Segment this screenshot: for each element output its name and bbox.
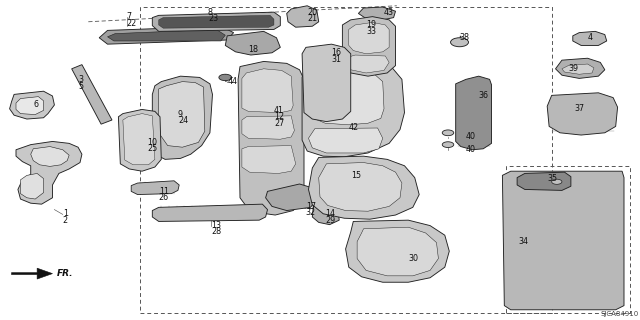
Polygon shape xyxy=(308,156,419,219)
Polygon shape xyxy=(152,204,268,221)
Polygon shape xyxy=(242,69,293,113)
Polygon shape xyxy=(346,220,449,282)
Polygon shape xyxy=(547,93,618,135)
Text: 10: 10 xyxy=(147,138,157,147)
Text: 43: 43 xyxy=(384,8,394,17)
Polygon shape xyxy=(573,31,607,45)
Text: 12: 12 xyxy=(274,112,284,121)
Text: 13: 13 xyxy=(211,221,221,230)
Polygon shape xyxy=(287,6,319,27)
Text: 16: 16 xyxy=(332,48,342,57)
Polygon shape xyxy=(302,58,404,157)
Text: 28: 28 xyxy=(211,228,221,236)
Text: 5: 5 xyxy=(78,82,83,91)
Polygon shape xyxy=(123,114,155,165)
Text: 6: 6 xyxy=(33,100,38,109)
Polygon shape xyxy=(238,61,304,215)
Polygon shape xyxy=(16,141,82,204)
Text: 41: 41 xyxy=(274,106,284,115)
Polygon shape xyxy=(517,172,571,190)
Polygon shape xyxy=(502,171,624,310)
Text: 21: 21 xyxy=(307,14,317,23)
Polygon shape xyxy=(12,268,52,279)
Text: 33: 33 xyxy=(366,27,376,36)
Polygon shape xyxy=(456,76,492,150)
Text: 38: 38 xyxy=(460,33,470,42)
Polygon shape xyxy=(319,163,402,211)
Text: 42: 42 xyxy=(349,123,359,132)
Text: 26: 26 xyxy=(159,193,169,202)
Text: 35: 35 xyxy=(547,174,557,183)
Polygon shape xyxy=(118,109,161,171)
Polygon shape xyxy=(349,22,389,54)
Text: 19: 19 xyxy=(366,20,376,29)
Polygon shape xyxy=(357,227,438,276)
Polygon shape xyxy=(31,147,69,166)
Polygon shape xyxy=(152,76,212,159)
Polygon shape xyxy=(131,181,179,195)
Polygon shape xyxy=(347,55,389,73)
Text: 40: 40 xyxy=(466,132,476,141)
Text: 36: 36 xyxy=(479,91,489,100)
Text: 11: 11 xyxy=(159,187,169,196)
Polygon shape xyxy=(342,17,396,76)
Text: 20: 20 xyxy=(307,8,317,17)
Circle shape xyxy=(219,74,232,81)
Polygon shape xyxy=(562,64,594,74)
Polygon shape xyxy=(556,58,605,78)
Text: 8: 8 xyxy=(208,8,213,17)
Polygon shape xyxy=(159,82,205,147)
Text: 22: 22 xyxy=(127,20,137,28)
Text: 23: 23 xyxy=(208,14,218,23)
Text: 18: 18 xyxy=(248,45,259,54)
Circle shape xyxy=(442,130,454,136)
Text: 31: 31 xyxy=(332,55,342,64)
Polygon shape xyxy=(72,65,112,124)
Polygon shape xyxy=(308,128,383,153)
Polygon shape xyxy=(302,44,351,122)
Text: 24: 24 xyxy=(178,116,188,125)
Text: 44: 44 xyxy=(228,77,238,86)
Circle shape xyxy=(552,179,562,184)
Text: 27: 27 xyxy=(274,119,284,128)
Text: 3: 3 xyxy=(78,76,83,84)
Text: 9: 9 xyxy=(178,110,183,119)
Text: 39: 39 xyxy=(568,64,579,73)
Text: 32: 32 xyxy=(306,208,316,217)
Text: 40: 40 xyxy=(466,145,476,154)
Text: 2: 2 xyxy=(63,216,68,225)
Polygon shape xyxy=(108,29,225,41)
Circle shape xyxy=(451,38,468,47)
Polygon shape xyxy=(358,7,396,20)
Polygon shape xyxy=(266,184,317,211)
Polygon shape xyxy=(242,146,296,173)
Text: 25: 25 xyxy=(147,144,157,153)
Text: 17: 17 xyxy=(306,202,316,211)
Polygon shape xyxy=(225,31,280,55)
Text: 1: 1 xyxy=(63,209,68,218)
Polygon shape xyxy=(20,173,44,199)
Bar xyxy=(140,7,552,313)
Polygon shape xyxy=(10,91,54,119)
Text: 34: 34 xyxy=(518,237,529,246)
Text: FR.: FR. xyxy=(56,269,73,278)
Circle shape xyxy=(442,142,454,148)
Polygon shape xyxy=(99,26,234,44)
Polygon shape xyxy=(152,12,280,31)
Text: 30: 30 xyxy=(408,254,419,263)
Text: 37: 37 xyxy=(575,104,585,113)
Polygon shape xyxy=(159,15,274,28)
Polygon shape xyxy=(308,70,384,125)
Text: 7: 7 xyxy=(127,12,132,21)
Bar xyxy=(506,166,630,313)
Polygon shape xyxy=(242,116,294,139)
Polygon shape xyxy=(312,185,339,225)
Text: 15: 15 xyxy=(351,171,361,180)
Text: 29: 29 xyxy=(325,216,335,225)
Text: 4: 4 xyxy=(588,33,593,42)
Text: 14: 14 xyxy=(325,209,335,218)
Text: SJCA84910: SJCA84910 xyxy=(600,311,639,317)
Polygon shape xyxy=(16,97,44,115)
